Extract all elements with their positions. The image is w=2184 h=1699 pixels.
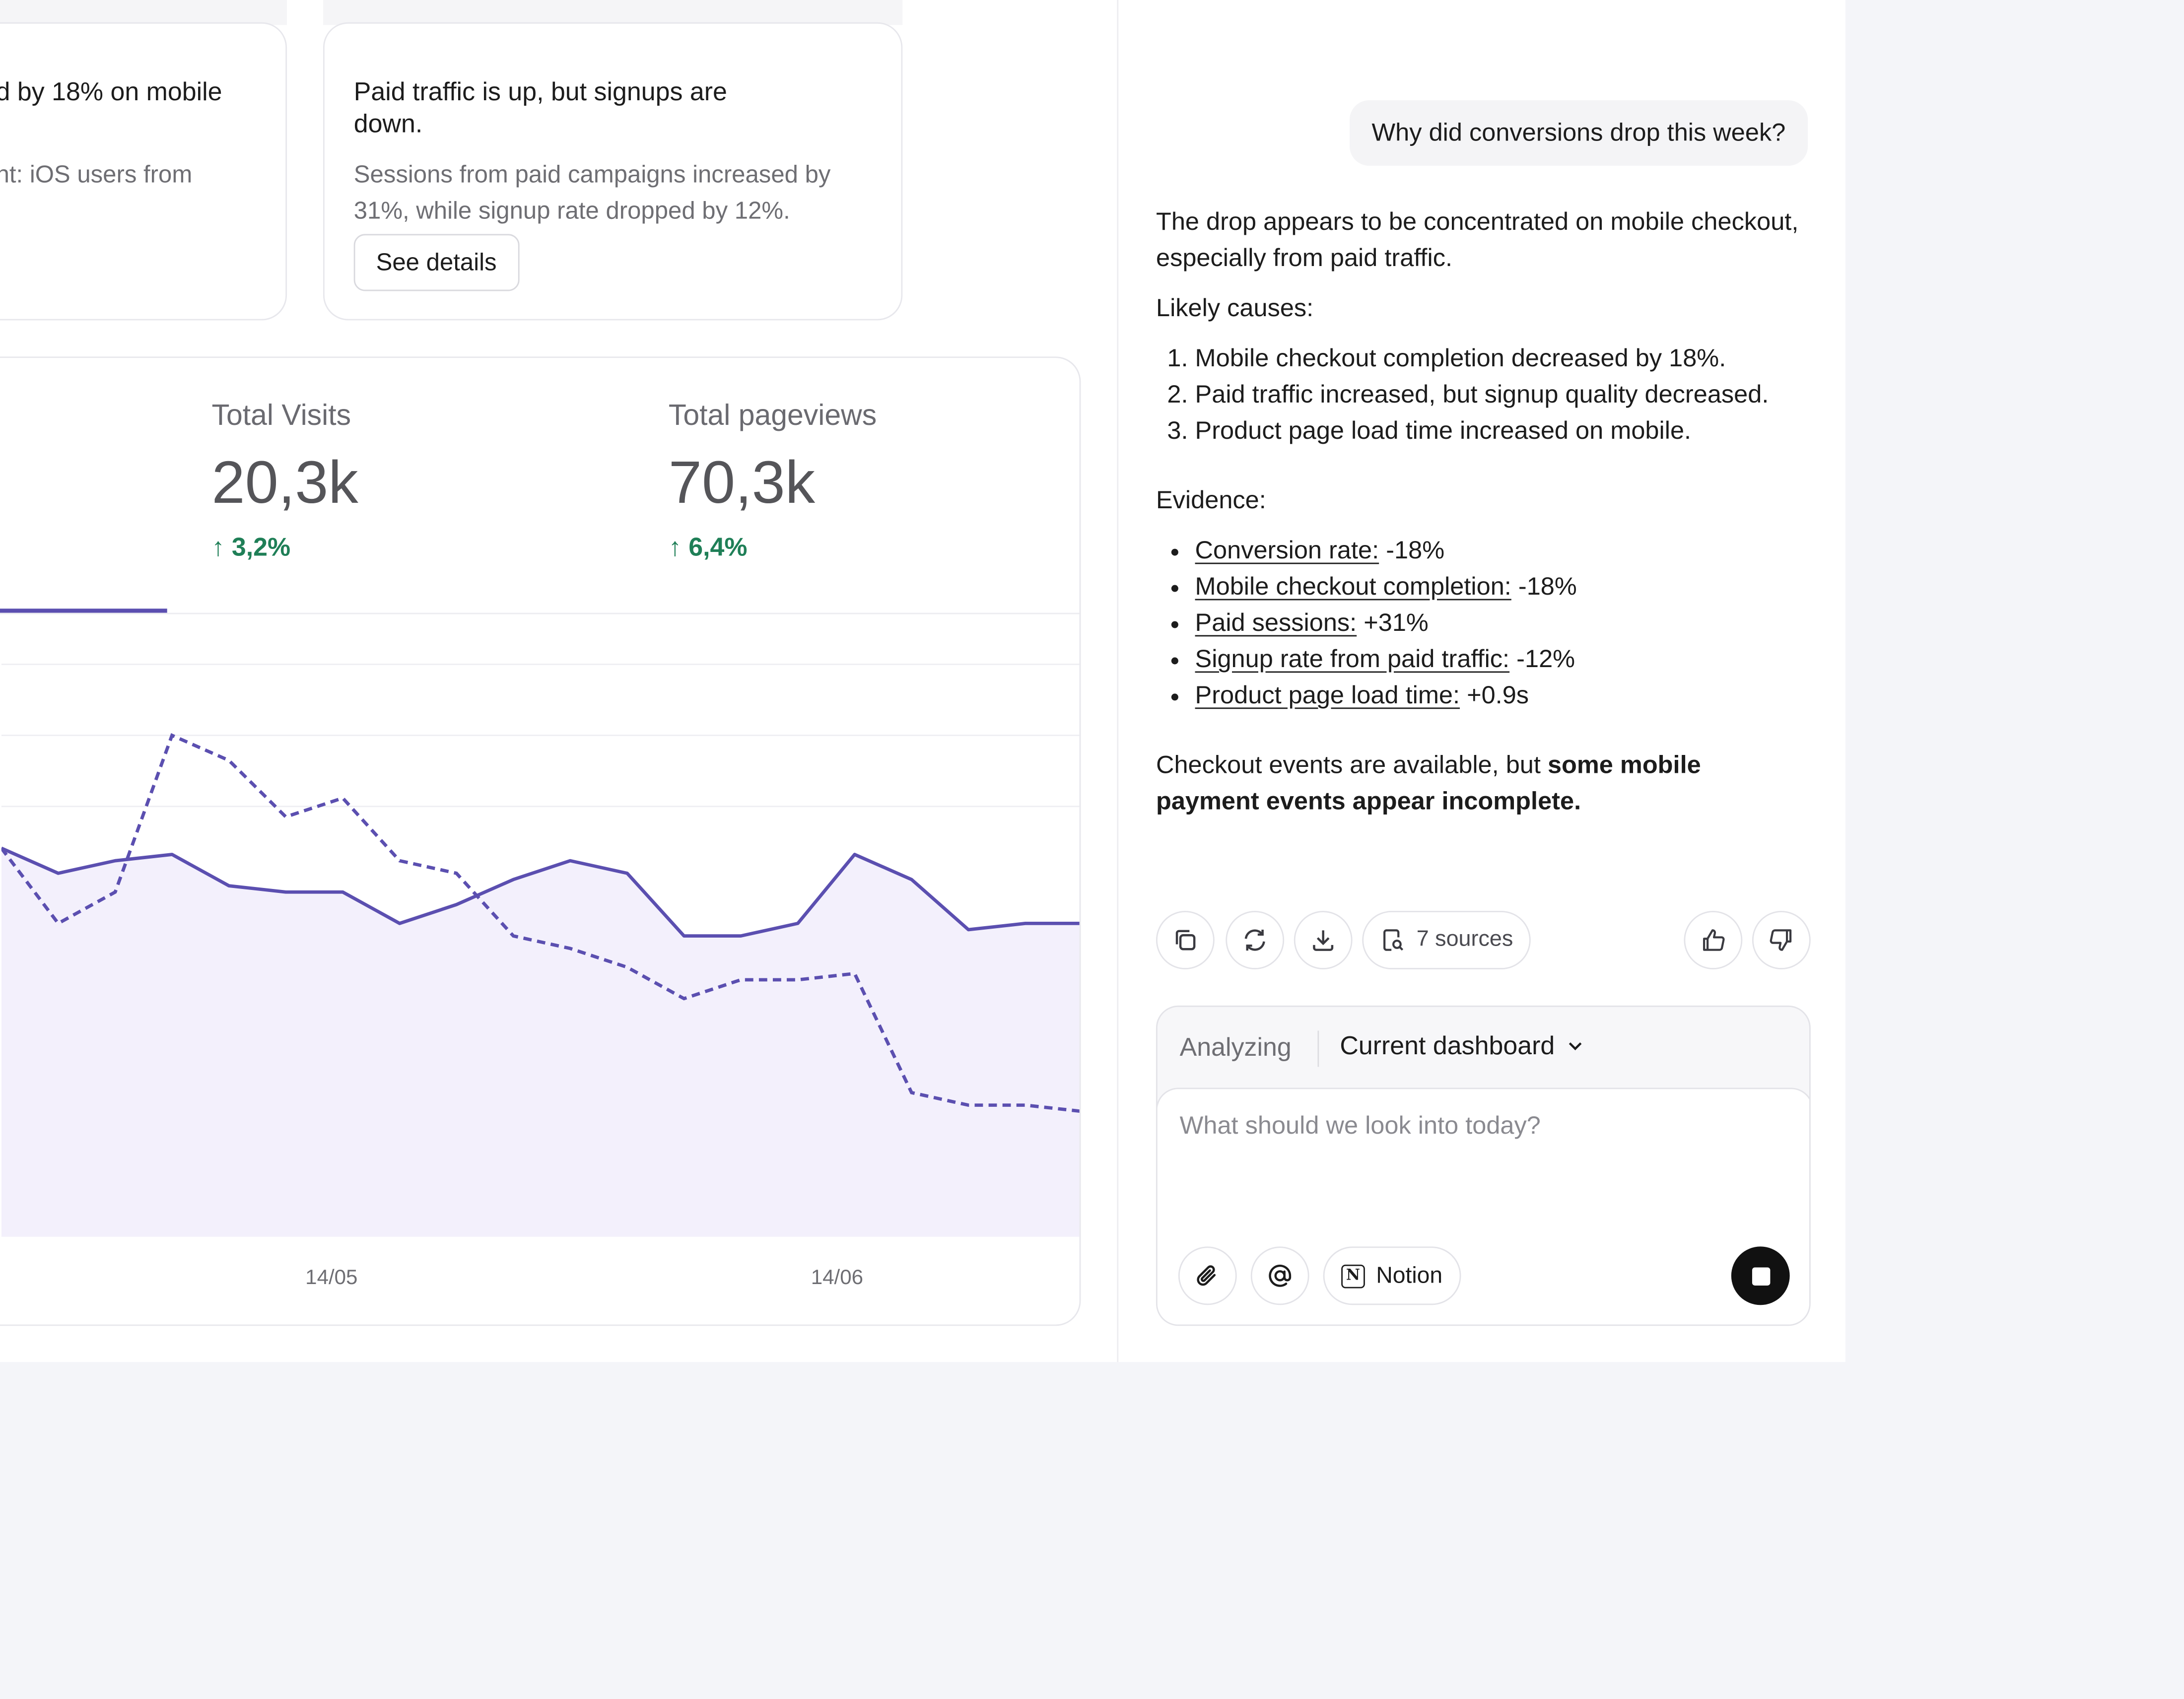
message-actions: 7 sources (1156, 911, 1811, 969)
scope-value: Current dashboard (1340, 1030, 1555, 1060)
series-line-solid (1, 846, 1080, 938)
closing-text: Checkout events are available, but (1156, 750, 1548, 779)
stat-total-visits[interactable]: Total Visits 20,3k ↑ 3,2% (212, 400, 358, 562)
copy-button[interactable] (1156, 911, 1215, 969)
chevron-down-icon (1569, 1042, 1582, 1051)
assistant-answer: The drop appears to be concentrated on m… (1156, 204, 1811, 833)
insight-title: d by 18% on mobile (0, 76, 222, 106)
card-strip (0, 0, 287, 25)
stat-delta: ↑ 6,4% (668, 532, 748, 561)
insight-text: Sessions from paid campaigns increased b… (353, 160, 831, 224)
insight-text: nt: iOS users from (0, 160, 193, 188)
chat-composer: Analyzing Current dashboard N Notion (1156, 1005, 1811, 1326)
evidence-heading: Evidence: (1156, 486, 1266, 514)
x-tick-label: 14/05 (305, 1265, 357, 1289)
at-sign-icon (1269, 1264, 1292, 1287)
x-tick-label: 14/06 (811, 1265, 863, 1289)
download-button[interactable] (1294, 911, 1353, 969)
evidence-link[interactable]: Mobile checkout completion: (1195, 572, 1511, 601)
evidence-value: +0.9s (1460, 681, 1529, 709)
dashboard-area: d by 18% on mobile nt: iOS users from Pa… (0, 0, 1117, 1362)
answer-intro: The drop appears to be concentrated on m… (1156, 207, 1799, 272)
refresh-icon (1244, 929, 1265, 951)
mention-button[interactable] (1250, 1246, 1309, 1305)
scope-dropdown[interactable]: Current dashboard (1340, 1030, 1585, 1061)
area-fill (1, 848, 1080, 1237)
evidence-list: Conversion rate: -18% Mobile checkout co… (1156, 532, 1811, 713)
x-axis-ticks: 14/05 14/06 (305, 1265, 863, 1289)
notion-icon: N (1341, 1264, 1365, 1288)
user-message: Why did conversions drop this week? (1349, 100, 1808, 166)
traffic-stats-card: Total Visits 20,3k ↑ 3,2% Total pageview… (0, 356, 1081, 1326)
insight-card-paid-traffic: Paid traffic is up, but signups are down… (323, 22, 903, 321)
sources-button[interactable]: 7 sources (1362, 911, 1531, 969)
series-line-dashed (1, 733, 1080, 1113)
list-item: Product page load time increased on mobi… (1195, 412, 1811, 449)
list-item: Product page load time: +0.9s (1195, 677, 1811, 713)
list-item: Paid traffic increased, but signup quali… (1195, 376, 1811, 412)
stop-icon (1751, 1267, 1770, 1285)
notion-label: Notion (1376, 1262, 1443, 1288)
insight-title: Paid traffic is up, but signups are down… (353, 76, 727, 138)
list-item: Mobile checkout completion decreased by … (1195, 340, 1811, 376)
stop-button[interactable] (1731, 1246, 1790, 1305)
causes-heading: Likely causes: (1156, 294, 1314, 322)
thumbs-down-button[interactable] (1752, 911, 1811, 969)
stat-value: 70,3k (668, 450, 816, 517)
evidence-link[interactable]: Signup rate from paid traffic: (1195, 645, 1510, 673)
chat-input[interactable] (1179, 1111, 1779, 1141)
composer-header: Analyzing Current dashboard (1158, 1007, 1809, 1088)
chart-grid (1, 664, 1080, 808)
evidence-value: -12% (1509, 645, 1575, 673)
card-strip (323, 0, 903, 25)
active-tab-indicator (0, 609, 167, 613)
stat-delta: ↑ 3,2% (211, 532, 291, 561)
copy-icon (1175, 930, 1196, 951)
assistant-panel: Why did conversions drop this week? The … (1117, 0, 1845, 1362)
thumbs-down-icon (1770, 929, 1792, 951)
list-item: Signup rate from paid traffic: -12% (1195, 641, 1811, 677)
list-item: Mobile checkout completion: -18% (1195, 568, 1811, 605)
evidence-value: -18% (1511, 572, 1577, 601)
line-chart: 14/05 14/06 (1, 664, 1080, 1289)
stat-label: Total Visits (211, 400, 351, 432)
thumbs-up-icon (1703, 929, 1725, 951)
sources-label: 7 sources (1416, 927, 1513, 951)
header-separator (1317, 1030, 1319, 1067)
thumbs-up-button[interactable] (1684, 911, 1743, 969)
notion-button[interactable]: N Notion (1323, 1246, 1461, 1305)
stat-value: 20,3k (211, 450, 358, 517)
insight-card-mobile: d by 18% on mobile nt: iOS users from (0, 22, 287, 321)
evidence-link[interactable]: Paid sessions: (1195, 609, 1357, 637)
stat-label: Total pageviews (668, 400, 877, 432)
answer-closing: Checkout events are available, but some … (1156, 747, 1811, 819)
paperclip-icon (1197, 1265, 1216, 1286)
document-search-icon (1383, 929, 1404, 951)
download-icon (1313, 930, 1334, 951)
page-background (0, 1362, 2184, 1699)
tab-divider (0, 612, 1080, 614)
attach-button[interactable] (1178, 1246, 1237, 1305)
evidence-link[interactable]: Conversion rate: (1195, 536, 1379, 564)
evidence-link[interactable]: Product page load time: (1195, 681, 1460, 709)
analyzing-label: Analyzing (1179, 1032, 1292, 1062)
list-item: Conversion rate: -18% (1195, 532, 1811, 568)
closing-emphasis: some mobile payment events appear incomp… (1156, 750, 1701, 815)
list-item: Paid sessions: +31% (1195, 605, 1811, 641)
stat-total-pageviews[interactable]: Total pageviews 70,3k ↑ 6,4% (669, 400, 877, 562)
regenerate-button[interactable] (1226, 911, 1285, 969)
causes-list: Mobile checkout completion decreased by … (1156, 340, 1811, 449)
evidence-value: -18% (1379, 536, 1445, 564)
composer-body: N Notion (1157, 1087, 1809, 1325)
see-details-button[interactable]: See details (353, 234, 519, 291)
evidence-value: +31% (1357, 609, 1429, 637)
